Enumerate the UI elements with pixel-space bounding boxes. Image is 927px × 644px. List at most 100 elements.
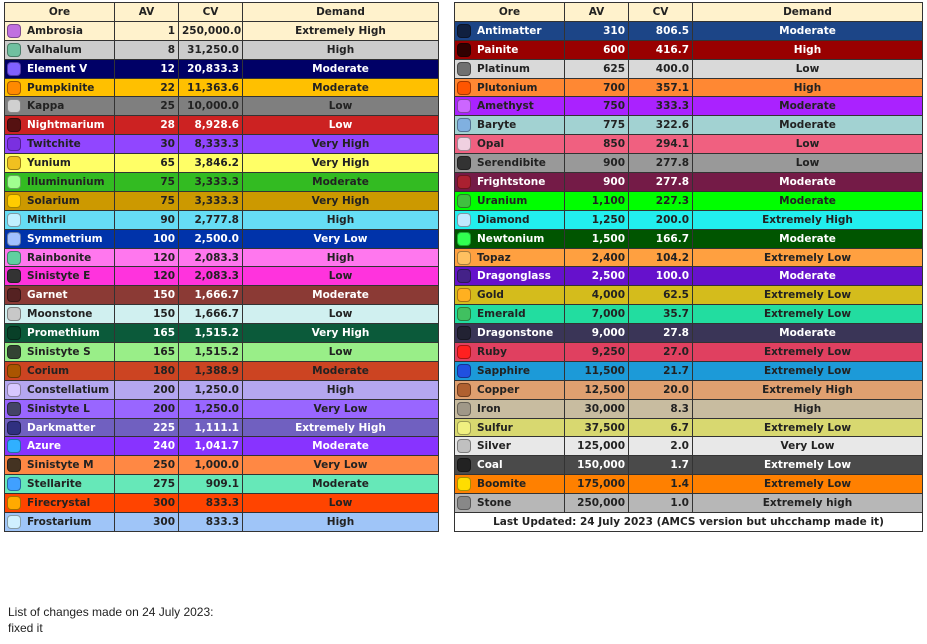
changes-line: fixed it [8, 621, 43, 635]
ore-cell: Copper [454, 379, 565, 400]
ore-name: Illuminunium [27, 175, 105, 188]
ore-cell: Garnet [4, 285, 115, 306]
table-row: Emerald 7,000 35.7 Extremely Low [454, 304, 923, 325]
cv-cell: 2.0 [628, 436, 693, 457]
changes-notes: List of changes made on 24 July 2023: fi… [8, 604, 213, 636]
ore-cell: Sinistyte S [4, 342, 115, 362]
ore-cell: Symmetrium [4, 228, 115, 249]
ore-cell: Ambrosia [4, 20, 115, 41]
ore-cell: Element V [4, 58, 115, 79]
demand-cell: Low [692, 153, 923, 174]
ore-cell: Frostarium [4, 512, 115, 532]
table-row: Antimatter 310 806.5 Moderate [454, 20, 923, 41]
ore-name: Ambrosia [27, 24, 83, 37]
av-cell: 900 [564, 153, 629, 174]
demand-cell: Moderate [692, 96, 923, 117]
ore-icon [7, 344, 21, 359]
ore-name: Yunium [27, 157, 71, 170]
cv-cell: 277.8 [628, 172, 693, 192]
table-row: Stellarite 275 909.1 Moderate [4, 474, 439, 495]
table-row: Nightmarium 28 8,928.6 Low [4, 115, 439, 136]
av-cell: 28 [114, 115, 179, 136]
ore-name: Promethium [27, 327, 100, 340]
ore-name: Sinistyte L [27, 402, 90, 415]
ore-icon [7, 288, 21, 303]
header-cv: CV [178, 2, 243, 22]
ore-icon [457, 269, 471, 284]
av-cell: 150,000 [564, 455, 629, 476]
av-cell: 90 [114, 209, 179, 230]
ore-cell: Stellarite [4, 474, 115, 495]
table-row: Platinum 625 400.0 Low [454, 58, 923, 79]
ore-cell: Newtonium [454, 228, 565, 249]
ore-name: Stone [477, 497, 512, 510]
av-cell: 1,500 [564, 228, 629, 249]
av-cell: 1,100 [564, 190, 629, 211]
demand-cell: Extremely High [242, 20, 439, 41]
table-row: Painite 600 416.7 High [454, 39, 923, 60]
ore-icon [457, 250, 471, 265]
ore-name: Firecrystal [27, 497, 91, 510]
table-row: Dragonglass 2,500 100.0 Moderate [454, 266, 923, 287]
av-cell: 775 [564, 115, 629, 136]
ore-icon [457, 477, 471, 492]
cv-cell: 1,000.0 [178, 455, 243, 476]
demand-cell: Moderate [692, 190, 923, 211]
ore-cell: Gold [454, 285, 565, 306]
demand-cell: Moderate [242, 77, 439, 98]
ore-cell: Coal [454, 455, 565, 476]
demand-cell: Low [242, 493, 439, 514]
table-row: Pumpkinite 22 11,363.6 Moderate [4, 77, 439, 98]
table-row: Gold 4,000 62.5 Extremely Low [454, 285, 923, 306]
table-row: Kappa 25 10,000.0 Low [4, 96, 439, 117]
table-row: Plutonium 700 357.1 High [454, 77, 923, 98]
av-cell: 900 [564, 172, 629, 192]
demand-cell: Very High [242, 134, 439, 155]
av-cell: 150 [114, 285, 179, 306]
cv-cell: 833.3 [178, 493, 243, 514]
ore-values-table-left: Ore AV CV Demand Ambrosia 1 250,000.0 Extre… [4, 2, 439, 532]
table-row: Copper 12,500 20.0 Extremely High [454, 379, 923, 400]
av-cell: 4,000 [564, 285, 629, 306]
av-cell: 12 [114, 58, 179, 79]
ore-name: Stellarite [27, 478, 82, 491]
av-cell: 125,000 [564, 436, 629, 457]
ore-name: Sapphire [477, 364, 531, 377]
demand-cell: Very Low [242, 398, 439, 419]
ore-cell: Solarium [4, 190, 115, 211]
demand-cell: Moderate [692, 20, 923, 41]
demand-cell: Low [242, 115, 439, 136]
changes-title: List of changes made on 24 July 2023: [8, 605, 214, 619]
table-row: Mithril 90 2,777.8 High [4, 209, 439, 230]
cv-cell: 200.0 [628, 209, 693, 230]
header-row: Ore AV CV Demand [454, 2, 923, 22]
ore-cell: Platinum [454, 58, 565, 79]
ore-icon [7, 193, 21, 208]
cv-cell: 333.3 [628, 96, 693, 117]
table-body: Ambrosia 1 250,000.0 Extremely High Valhalum… [4, 20, 439, 532]
ore-name: Diamond [477, 213, 530, 226]
av-cell: 240 [114, 436, 179, 457]
av-cell: 180 [114, 360, 179, 381]
cv-cell: 100.0 [628, 266, 693, 287]
ore-icon [457, 80, 471, 95]
table-row: Yunium 65 3,846.2 Very High [4, 153, 439, 174]
ore-icon [457, 496, 471, 511]
ore-values-table-right: Ore AV CV Demand Antimatter 310 806.5 Moder… [454, 2, 923, 532]
ore-cell: Dragonstone [454, 323, 565, 344]
ore-cell: Pumpkinite [4, 77, 115, 98]
ore-cell: Mithril [4, 209, 115, 230]
table-row: Azure 240 1,041.7 Moderate [4, 436, 439, 457]
ore-icon [7, 231, 21, 246]
demand-cell: Low [242, 342, 439, 362]
ore-cell: Rainbonite [4, 247, 115, 268]
cv-cell: 294.1 [628, 134, 693, 155]
ore-name: Opal [477, 138, 505, 151]
ore-icon [457, 156, 471, 171]
table-row: Serendibite 900 277.8 Low [454, 153, 923, 174]
ore-cell: Moonstone [4, 304, 115, 325]
ore-icon [7, 307, 21, 322]
cv-cell: 20,833.3 [178, 58, 243, 79]
table-row: Ruby 9,250 27.0 Extremely Low [454, 342, 923, 362]
ore-cell: Antimatter [454, 20, 565, 41]
